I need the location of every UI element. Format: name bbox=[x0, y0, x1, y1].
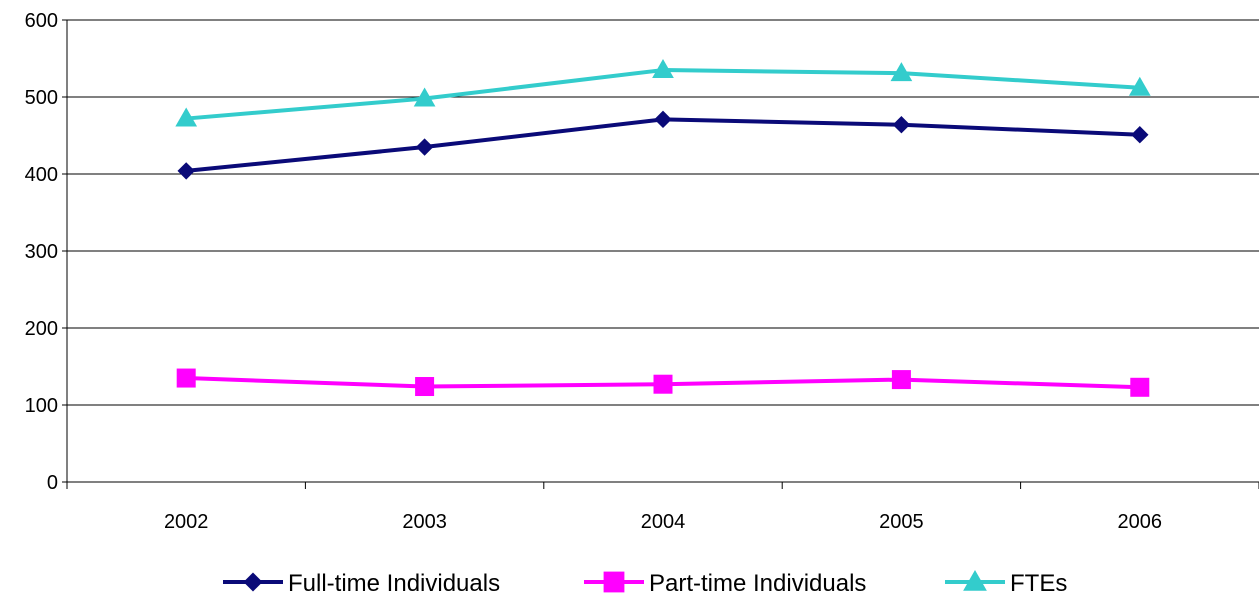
legend-label: Full-time Individuals bbox=[288, 570, 500, 597]
y-tick-label: 200 bbox=[25, 318, 58, 340]
data-point bbox=[1132, 127, 1148, 143]
data-point bbox=[177, 369, 195, 387]
data-point bbox=[654, 375, 672, 393]
data-point bbox=[1131, 378, 1149, 396]
data-point bbox=[893, 117, 909, 133]
legend-item: Part-time Individuals bbox=[584, 570, 866, 597]
y-tick-label: 400 bbox=[25, 164, 58, 186]
y-tick-label: 500 bbox=[25, 87, 58, 109]
data-point bbox=[417, 139, 433, 155]
x-tick-label: 2004 bbox=[641, 511, 686, 533]
x-axis-ticks: 2002 2003 2004 2005 2006 bbox=[67, 482, 1259, 533]
y-tick-label: 600 bbox=[25, 10, 58, 32]
legend-label: FTEs bbox=[1010, 570, 1067, 597]
series-group bbox=[176, 60, 1150, 396]
y-axis-ticks: 0 100 200 300 400 500 600 bbox=[25, 10, 67, 494]
legend-marker bbox=[604, 572, 624, 592]
x-tick-label: 2005 bbox=[879, 511, 924, 533]
legend-label: Part-time Individuals bbox=[649, 570, 866, 597]
y-tick-label: 100 bbox=[25, 395, 58, 417]
data-point bbox=[655, 111, 671, 127]
data-point bbox=[178, 163, 194, 179]
x-tick-label: 2003 bbox=[402, 511, 447, 533]
data-point bbox=[416, 378, 434, 396]
legend: Full-time Individuals Part-time Individua… bbox=[223, 570, 1067, 597]
x-tick-label: 2002 bbox=[164, 511, 209, 533]
data-point bbox=[892, 371, 910, 389]
legend-marker bbox=[244, 573, 262, 591]
legend-item: Full-time Individuals bbox=[223, 570, 500, 597]
legend-item: FTEs bbox=[945, 570, 1067, 597]
series-part-time-individuals bbox=[177, 369, 1149, 396]
y-tick-label: 300 bbox=[25, 241, 58, 263]
y-tick-label: 0 bbox=[47, 472, 58, 494]
series-full-time-individuals bbox=[178, 111, 1148, 179]
x-tick-label: 2006 bbox=[1118, 511, 1163, 533]
